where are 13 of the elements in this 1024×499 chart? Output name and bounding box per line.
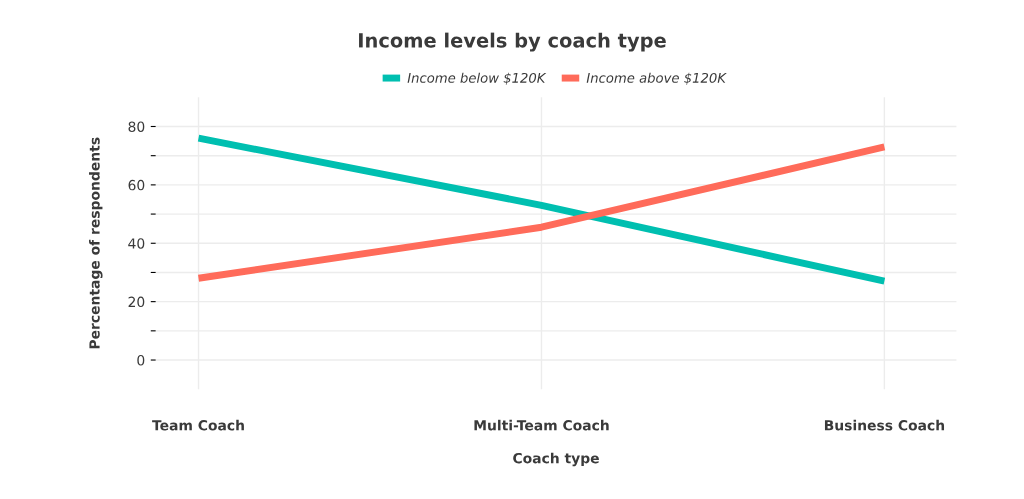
y-axis-title: Percentage of respondents: [89, 137, 103, 349]
chart-title: Income levels by coach type: [359, 32, 666, 52]
x-axis-title: Coach type: [513, 452, 599, 467]
x-tick-label: Multi-Team Coach: [474, 419, 609, 431]
legend-label: Income below $120K: [407, 72, 547, 85]
x-tick-label: Team Coach: [152, 419, 244, 431]
y-tick-label: 60: [128, 179, 145, 191]
y-tick-label: 80: [128, 121, 145, 132]
y-tick-label: 40: [128, 238, 145, 249]
legend-label: Income above $120K: [586, 72, 727, 85]
y-tick-label: 0: [137, 355, 145, 366]
y-tick-label: 20: [128, 296, 145, 308]
x-tick-label: Business Coach: [824, 419, 945, 431]
